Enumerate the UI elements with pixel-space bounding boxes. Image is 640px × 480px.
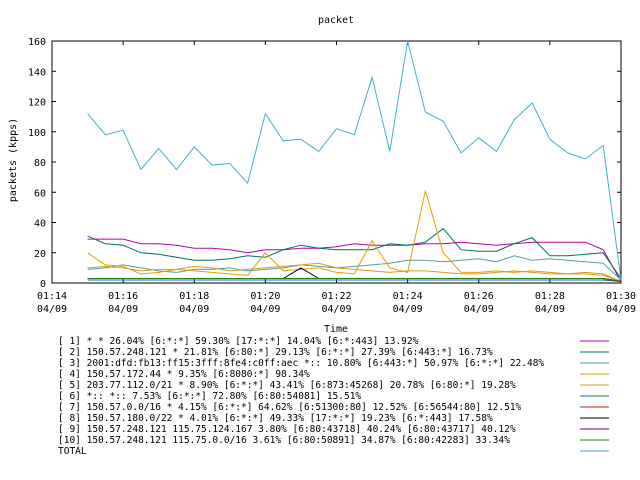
legend-entry-1: [ 1] * * 26.04% [6:*:*] 59.30% [17:*:*] …: [58, 336, 419, 347]
y-tick-label: 60: [34, 188, 46, 199]
x-tick-time-label: 01:22: [321, 291, 351, 302]
axes: 0 20 40 60 80 100 120 140 160 01:14 04/09 01:16 04/0…: [28, 37, 636, 315]
x-axis-label: Time: [324, 324, 348, 335]
x-tick-time-label: 01:30: [606, 291, 636, 302]
y-tick-label: 140: [28, 67, 46, 78]
x-tick-date-label: 04/09: [464, 304, 494, 315]
series-line-8: [87, 267, 622, 282]
x-tick-date-label: 04/09: [179, 304, 209, 315]
series-line-4: [87, 190, 622, 282]
series-line-10: [87, 278, 622, 282]
y-axis-label: packets (kpps): [8, 118, 19, 202]
series-line-11: [87, 40, 622, 281]
x-tick-date-label: 04/09: [606, 304, 636, 315]
series-lines: [87, 40, 622, 282]
legend-entry-11: TOTAL: [58, 446, 87, 457]
x-tick-date-label: 04/09: [535, 304, 565, 315]
series-line-2: [87, 227, 622, 279]
legend-entry-9: [ 9] 150.57.248.121 115.75.124.167 3.80%…: [58, 424, 516, 435]
x-tick-date-label: 04/09: [250, 304, 280, 315]
series-line-1: [87, 238, 622, 282]
y-tick-label: 20: [34, 249, 46, 260]
y-tick-label: 80: [34, 158, 46, 169]
legend: [ 1] * * 26.04% [6:*:*] 59.30% [17:*:*] …: [58, 336, 609, 457]
x-tick-date-label: 04/09: [321, 304, 351, 315]
series-line-3: [87, 255, 622, 281]
y-tick-label: 100: [28, 128, 46, 139]
legend-entry-2: [ 2] 150.57.248.121 * 21.81% [6:80:*] 29…: [58, 347, 493, 358]
legend-entry-10: [10] 150.57.248.121 115.75.0.0/16 3.61% …: [58, 435, 510, 446]
y-tick-label: 160: [28, 37, 46, 48]
legend-entry-7: [ 7] 150.57.0.0/16 * 4.15% [6:*:*] 64.62…: [58, 402, 522, 413]
x-tick-time-label: 01:18: [179, 291, 209, 302]
x-tick-time-label: 01:26: [464, 291, 494, 302]
y-tick-label: 120: [28, 98, 46, 109]
x-tick-time-label: 01:24: [393, 291, 423, 302]
series-line-6: [87, 279, 622, 282]
legend-entry-8: [ 8] 150.57.180.0/22 * 4.01% [6:*:*] 49.…: [58, 413, 493, 424]
y-tick-label: 0: [40, 279, 46, 290]
x-tick-time-label: 01:14: [37, 291, 67, 302]
legend-entry-6: [ 6] *:: *:: 7.53% [6:*:*] 72.80% [6:80:…: [58, 391, 361, 402]
x-tick-time-label: 01:28: [535, 291, 565, 302]
legend-entry-3: [ 3] 2001:dfd:fb13:ff15:3fff:8fe4:c0ff:a…: [58, 358, 544, 369]
y-tick-label: 40: [34, 219, 46, 230]
chart-title: packet: [318, 15, 354, 26]
x-tick-time-label: 01:20: [250, 291, 280, 302]
x-tick-date-label: 04/09: [37, 304, 67, 315]
legend-entry-4: [ 4] 150.57.172.44 * 9.35% [6:8080:*] 98…: [58, 369, 310, 380]
x-tick-time-label: 01:16: [108, 291, 138, 302]
x-tick-date-label: 04/09: [393, 304, 423, 315]
series-line-5: [87, 262, 622, 282]
x-tick-date-label: 04/09: [108, 304, 138, 315]
legend-entry-5: [ 5] 203.77.112.0/21 * 8.90% [6:*:*] 43.…: [58, 380, 516, 391]
